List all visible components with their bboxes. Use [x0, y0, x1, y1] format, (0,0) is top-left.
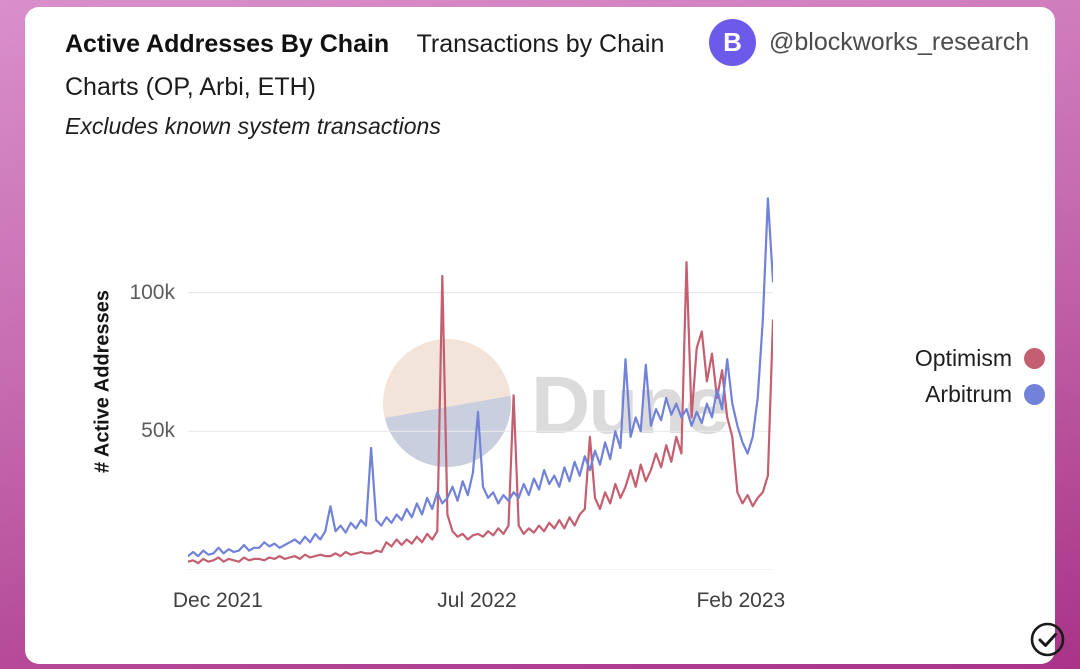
title-spacer: [396, 30, 410, 58]
series-line-optimism: [188, 260, 773, 565]
account-block[interactable]: B @blockworks_research: [709, 19, 1029, 66]
x-tick-label: Jul 2022: [437, 589, 517, 612]
y-tick-label: 100k: [129, 280, 175, 304]
legend-item-optimism[interactable]: Optimism: [865, 345, 1045, 372]
chart-card: Active Addresses By Chain Transactions b…: [25, 7, 1065, 664]
avatar-letter: B: [723, 27, 742, 57]
legend-item-arbitrum[interactable]: Arbitrum: [865, 381, 1045, 408]
x-tick-label: Feb 2023: [696, 589, 786, 612]
check-circle-icon: [1030, 622, 1065, 657]
legend-dot-icon: [1024, 384, 1045, 405]
legend-dot-icon: [1024, 348, 1045, 369]
account-handle[interactable]: @blockworks_research: [769, 28, 1030, 56]
chart-subtitle: Excludes known system transactions: [65, 113, 441, 139]
chart-title: Active Addresses By Chain Transactions b…: [65, 23, 705, 109]
y-tick-label: 50k: [141, 419, 175, 443]
chart-title-rest: Transactions by Chain Charts (OP, Arbi, …: [65, 30, 665, 101]
avatar: B: [709, 19, 756, 66]
legend-label: Arbitrum: [925, 381, 1012, 407]
chart-legend: Optimism Arbitrum: [865, 345, 1045, 408]
legend-label: Optimism: [914, 345, 1012, 371]
line-chart-plot: [188, 197, 773, 570]
series-line-arbitrum: [188, 197, 773, 558]
x-tick-label: Dec 2021: [172, 589, 263, 612]
chart-title-bold: Active Addresses By Chain: [65, 30, 390, 58]
